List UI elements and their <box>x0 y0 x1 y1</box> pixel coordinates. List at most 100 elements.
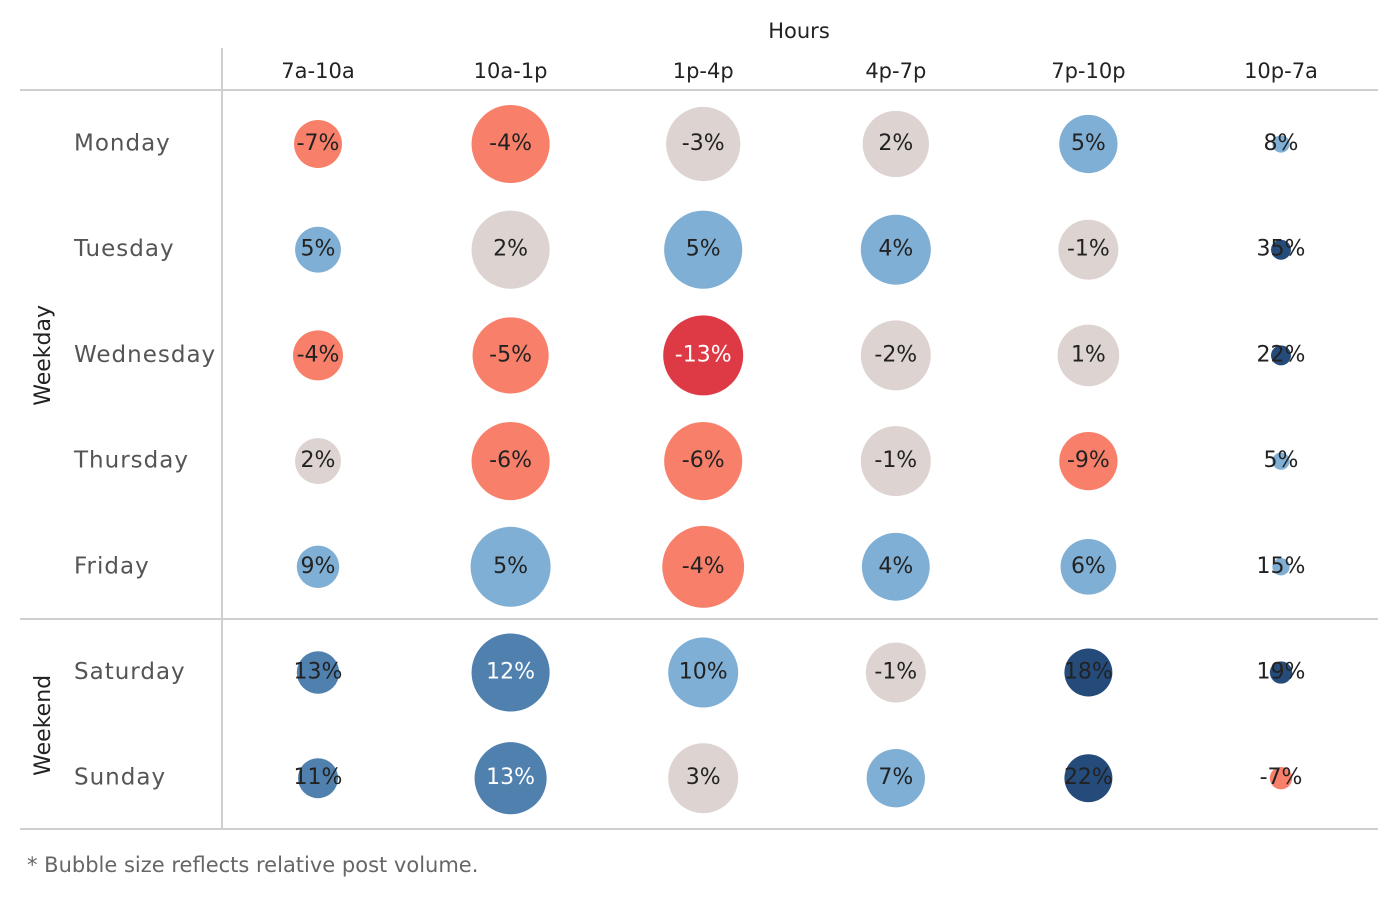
bubble <box>293 330 343 381</box>
bubble <box>470 526 551 607</box>
value-label: -5% <box>489 342 532 367</box>
bubble <box>295 438 341 485</box>
value-label: -6% <box>489 448 532 473</box>
bubble <box>471 104 550 184</box>
bubble <box>295 226 341 273</box>
value-label: 4% <box>878 237 913 262</box>
value-label: -9% <box>1067 448 1110 473</box>
value-label: 2% <box>493 237 528 262</box>
value-label: 5% <box>1264 448 1299 473</box>
value-label: 15% <box>1257 554 1306 579</box>
row-label: Saturday <box>74 659 186 685</box>
bubble <box>471 633 550 712</box>
value-label: 2% <box>301 448 336 473</box>
bubble <box>1057 324 1120 387</box>
bubble <box>471 210 550 289</box>
value-label: 13% <box>294 660 343 685</box>
value-label: -4% <box>682 554 725 579</box>
bubble <box>472 317 549 394</box>
value-label: 3% <box>686 765 721 790</box>
column-label: 7a-10a <box>281 59 354 83</box>
bubble <box>664 210 743 289</box>
bubble <box>666 106 741 182</box>
bubble <box>1060 538 1117 595</box>
value-label: -1% <box>874 660 917 685</box>
bubble <box>296 545 340 589</box>
bubble <box>1272 452 1290 470</box>
value-label: -13% <box>675 342 732 367</box>
row-label: Wednesday <box>74 342 216 368</box>
value-label: 8% <box>1264 131 1299 156</box>
bubble <box>865 642 926 703</box>
bubble <box>663 315 744 396</box>
value-label: 7% <box>878 765 913 790</box>
row-label: Monday <box>74 131 171 157</box>
bubble <box>1064 648 1113 697</box>
bubble <box>1064 754 1113 803</box>
value-label: 22% <box>1257 342 1306 367</box>
bubble <box>662 525 745 608</box>
value-label: 5% <box>1071 131 1106 156</box>
bubble <box>866 749 925 808</box>
bubble <box>861 532 930 601</box>
bubble <box>860 320 931 391</box>
value-label: 22% <box>1064 765 1113 790</box>
value-label: -3% <box>682 131 725 156</box>
value-label: -7% <box>1260 765 1303 790</box>
value-label: 1% <box>1071 342 1106 367</box>
value-label: -1% <box>1067 237 1110 262</box>
footnote: * Bubble size reflects relative post vol… <box>27 853 478 877</box>
bubble <box>1269 661 1293 684</box>
value-label: -2% <box>874 342 917 367</box>
value-label: 5% <box>686 237 721 262</box>
row-label: Thursday <box>73 448 189 474</box>
group-label: Weekend <box>31 675 56 776</box>
value-label: 10% <box>679 660 728 685</box>
value-label: 5% <box>301 237 336 262</box>
value-label: -4% <box>297 342 340 367</box>
value-label: -4% <box>489 131 532 156</box>
bubble <box>1272 558 1290 576</box>
column-label: 10p-7a <box>1244 59 1318 83</box>
bubble <box>1271 239 1291 260</box>
value-label: -1% <box>874 448 917 473</box>
value-label: 13% <box>486 765 535 790</box>
bubble <box>664 422 743 501</box>
bubble <box>474 742 547 815</box>
row-label: Tuesday <box>73 236 175 262</box>
value-label: 19% <box>1257 660 1306 685</box>
bubble <box>1059 431 1118 491</box>
value-label: 11% <box>294 765 343 790</box>
value-label: 6% <box>1071 554 1106 579</box>
bubble <box>1269 767 1293 790</box>
value-label: 12% <box>486 660 535 685</box>
bubble <box>471 422 550 501</box>
bubble <box>668 743 739 814</box>
bubble <box>860 214 931 285</box>
bubble <box>860 426 931 497</box>
bubble <box>1271 345 1291 366</box>
column-label: 7p-10p <box>1051 59 1125 83</box>
value-label: -6% <box>682 448 725 473</box>
row-label: Sunday <box>74 765 166 791</box>
bubble <box>1059 114 1118 174</box>
column-label: 10a-1p <box>474 59 548 83</box>
bubble <box>294 120 342 168</box>
value-label: 4% <box>878 554 913 579</box>
value-label: 35% <box>1257 237 1306 262</box>
bubble <box>1272 135 1290 153</box>
bubble <box>862 110 929 178</box>
column-header: Hours <box>768 19 830 43</box>
value-label: -7% <box>297 131 340 156</box>
bubble <box>668 637 739 708</box>
bubble <box>296 651 340 694</box>
bubble <box>1058 219 1119 280</box>
group-label: Weekday <box>31 305 56 406</box>
value-label: 5% <box>493 554 528 579</box>
value-label: 18% <box>1064 660 1113 685</box>
bubble <box>298 758 338 799</box>
value-label: 9% <box>301 554 336 579</box>
column-label: 1p-4p <box>673 59 734 83</box>
value-label: 2% <box>878 131 913 156</box>
